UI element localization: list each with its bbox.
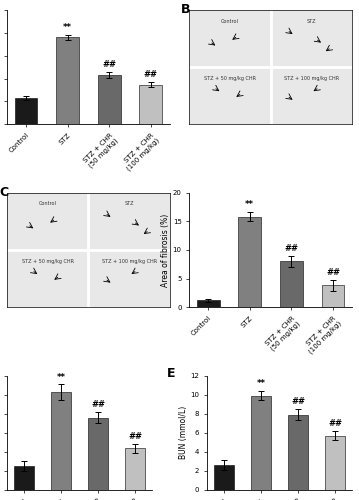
Text: ##: ## (128, 432, 142, 440)
Text: **: ** (56, 372, 66, 382)
Bar (15, 98, 37, 124)
Bar (322, 286, 344, 307)
Text: ##: ## (326, 268, 340, 278)
Text: **: ** (256, 379, 265, 388)
Text: **: ** (63, 23, 72, 32)
Text: E: E (167, 366, 175, 380)
Bar (56, 38, 79, 124)
Text: STZ: STZ (307, 18, 316, 24)
Text: STZ: STZ (124, 202, 134, 206)
Text: B: B (181, 3, 191, 16)
Bar (51, 392, 71, 490)
Text: ##: ## (328, 419, 342, 428)
Bar (280, 262, 303, 307)
Text: STZ + 100 mg/kg CHR: STZ + 100 mg/kg CHR (284, 76, 339, 80)
Bar (88, 418, 108, 490)
Text: ##: ## (91, 400, 105, 409)
Text: ##: ## (284, 244, 298, 254)
Text: Control: Control (221, 18, 239, 24)
Text: C: C (0, 186, 8, 199)
Text: **: ** (245, 200, 254, 209)
Text: STZ + 50 mg/kg CHR: STZ + 50 mg/kg CHR (22, 258, 74, 264)
Bar (325, 436, 345, 490)
Bar (98, 75, 121, 124)
Y-axis label: Area of fibrosis (%): Area of fibrosis (%) (161, 214, 170, 286)
Bar (288, 415, 308, 490)
Text: ##: ## (291, 397, 305, 406)
Text: STZ + 100 mg/kg CHR: STZ + 100 mg/kg CHR (102, 258, 157, 264)
Bar (251, 396, 271, 490)
Bar (197, 300, 220, 307)
Bar (214, 465, 234, 490)
Text: ##: ## (102, 60, 116, 69)
Bar (139, 84, 162, 124)
Text: Control: Control (39, 202, 57, 206)
Text: STZ + 50 mg/kg CHR: STZ + 50 mg/kg CHR (204, 76, 256, 80)
Bar (14, 466, 34, 490)
Text: ##: ## (144, 70, 158, 80)
Bar (125, 448, 145, 490)
Bar (238, 217, 261, 307)
Y-axis label: BUN (mmol/L): BUN (mmol/L) (178, 406, 188, 460)
